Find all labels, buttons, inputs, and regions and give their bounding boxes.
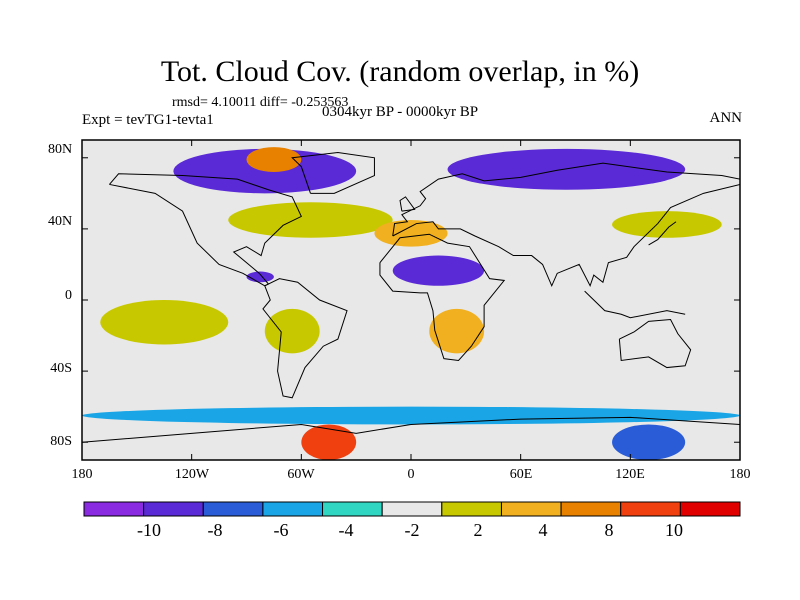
contour-region: [612, 424, 686, 460]
season-label: ANN: [709, 110, 743, 126]
axis-ticks: [81, 140, 741, 460]
lon-label-0: 0: [407, 467, 415, 482]
colorbar-swatch: [262, 501, 324, 517]
colorbar-swatch: [83, 501, 145, 517]
lon-label-180w: 180: [71, 467, 93, 482]
colorbar-label: -4: [338, 520, 354, 540]
colorbar-swatch: [500, 501, 562, 517]
contour-region: [301, 424, 357, 460]
coastline: [379, 233, 506, 361]
lat-label-80s: 80S: [50, 434, 72, 449]
coastline: [399, 196, 416, 212]
period-label: 0304kyr BP - 0000kyr BP: [322, 104, 479, 120]
contour-region: [246, 271, 274, 283]
colorbar-swatch: [560, 501, 622, 517]
lon-label-60e: 60E: [509, 467, 533, 482]
coastline: [81, 416, 741, 443]
colorbar: [83, 501, 741, 517]
lon-label-180e: 180: [729, 467, 751, 482]
coastline: [618, 319, 692, 369]
colorbar-swatch: [381, 501, 443, 517]
contour-region: [228, 202, 393, 238]
lon-label-120e: 120E: [615, 467, 645, 482]
colorbar-label: 2: [473, 520, 483, 540]
lon-label-120w: 120W: [174, 467, 210, 482]
colorbar-swatch: [441, 501, 502, 517]
colorbar-swatch: [143, 501, 204, 517]
contour-fields: [82, 147, 740, 460]
coastline: [584, 290, 686, 319]
colorbar-label: -8: [207, 520, 223, 540]
lat-label-0: 0: [65, 288, 72, 303]
colorbar-swatch: [620, 501, 681, 517]
chart-title: Tot. Cloud Cov. (random overlap, in %): [160, 55, 640, 88]
colorbar-label: 8: [604, 520, 614, 540]
colorbar-label: 10: [665, 520, 683, 540]
experiment-label: Expt = tevTG1-tevta1: [82, 112, 214, 128]
lat-label-80n: 80N: [48, 142, 73, 157]
contour-region: [392, 255, 485, 286]
stats-line: rmsd= 4.10011 diff= -0.253563: [172, 95, 349, 110]
colorbar-swatch: [679, 501, 741, 517]
coastline: [648, 221, 677, 246]
contour-region: [429, 308, 485, 354]
coastline: [392, 162, 741, 288]
lon-label-60w: 60W: [287, 467, 315, 482]
colorbar-swatch: [202, 501, 264, 517]
colorbar-label: -6: [273, 520, 289, 540]
contour-region: [246, 147, 302, 172]
colorbar-label: 4: [538, 520, 548, 540]
coastline: [109, 173, 302, 287]
colorbar-swatch: [322, 501, 383, 517]
lat-label-40s: 40S: [50, 361, 72, 376]
colorbar-label: -10: [137, 520, 161, 540]
contour-region: [612, 211, 722, 238]
lat-label-40n: 40N: [48, 214, 73, 229]
coastline: [262, 278, 348, 399]
colorbar-label: -2: [404, 520, 420, 540]
contour-region: [447, 148, 686, 190]
contour-region: [264, 308, 320, 354]
contour-region: [82, 406, 740, 425]
contour-region: [374, 220, 448, 247]
coastlines: [81, 151, 741, 443]
contour-region: [100, 300, 229, 345]
coastline: [291, 151, 375, 194]
